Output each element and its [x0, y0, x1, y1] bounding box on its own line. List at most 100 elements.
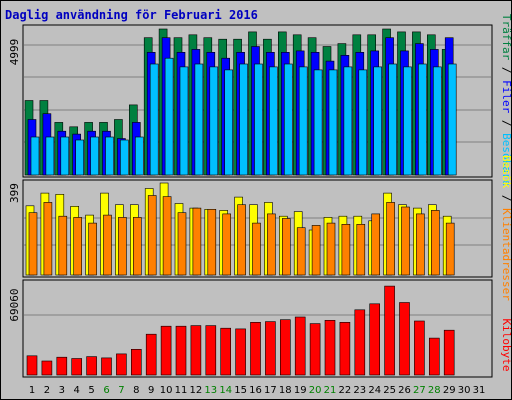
bar-middle-series1-day13	[207, 209, 217, 276]
bar-middle-series1-day4	[73, 217, 82, 276]
day-label-6: 6	[103, 385, 109, 396]
day-label-26: 26	[398, 385, 411, 396]
day-label-22: 22	[339, 385, 352, 396]
bar-top-series2-day29	[447, 63, 457, 176]
bar-top-series2-day28	[432, 66, 442, 176]
bar-top-series2-day17	[269, 66, 278, 176]
bar-top-series2-day14	[224, 69, 233, 176]
bars-top	[24, 28, 491, 176]
legend-middle-sep: /	[500, 188, 512, 208]
bar-middle-series1-day20	[311, 225, 321, 276]
legend-top: Träffar / Filer / Besökare	[500, 14, 512, 186]
day-label-30: 30	[458, 385, 471, 396]
bar-bottom-series0-day18	[279, 319, 291, 376]
bar-middle-series1-day19	[296, 227, 306, 276]
day-label-25: 25	[383, 385, 396, 396]
bar-bottom-series0-day6	[101, 357, 112, 376]
bar-middle-series1-day1	[28, 212, 38, 276]
y-max-label-middle: 399	[8, 183, 21, 203]
bar-middle-series1-day5	[88, 222, 97, 276]
bar-middle-series1-day22	[341, 224, 351, 276]
legend-middle-sites: Klientadresser	[500, 208, 512, 301]
bar-middle-series1-day11	[177, 212, 187, 276]
bar-middle-series1-day3	[58, 215, 68, 276]
bar-bottom-series0-day7	[116, 353, 127, 376]
bar-bottom-series0-day26	[399, 302, 410, 376]
bar-bottom-series0-day5	[86, 356, 97, 376]
bar-middle-series1-day16	[252, 222, 261, 276]
bar-middle-series1-day29	[445, 222, 455, 276]
bar-bottom-series0-day20	[309, 323, 321, 376]
legend-bottom-kbytes: Kilobyte	[500, 319, 512, 372]
bar-middle-series1-day25	[386, 202, 395, 276]
day-label-24: 24	[368, 385, 381, 396]
bar-middle-series1-day21	[326, 222, 336, 276]
day-label-9: 9	[148, 385, 154, 396]
bar-middle-series1-day15	[237, 204, 246, 276]
bar-top-series2-day11	[179, 66, 189, 176]
bar-bottom-series0-day9	[145, 333, 157, 376]
bar-bottom-series0-day19	[294, 316, 306, 376]
bar-top-series2-day9	[149, 63, 159, 176]
bar-bottom-series0-day17	[265, 321, 276, 376]
bar-bottom-series0-day14	[220, 327, 231, 376]
day-label-14: 14	[219, 385, 232, 396]
day-label-19: 19	[294, 385, 307, 396]
bar-bottom-series0-day3	[56, 356, 68, 376]
bar-bottom-series0-day1	[26, 355, 38, 376]
day-label-8: 8	[133, 385, 139, 396]
bar-middle-series1-day6	[103, 214, 112, 276]
bar-top-series2-day26	[403, 66, 412, 176]
day-label-27: 27	[413, 385, 426, 396]
bar-bottom-series0-day29	[443, 329, 455, 376]
bar-top-series2-day10	[164, 57, 174, 176]
bar-top-series2-day5	[90, 136, 99, 176]
day-label-7: 7	[118, 385, 124, 396]
bar-middle-series1-day8	[133, 217, 142, 276]
legend-top-hits: Träffar	[500, 14, 512, 61]
bar-bottom-series0-day11	[175, 325, 187, 376]
legend-top-files: Filer	[500, 80, 512, 113]
bar-top-series2-day24	[373, 66, 383, 176]
bar-top-series2-day21	[328, 69, 338, 176]
day-label-5: 5	[88, 385, 94, 396]
bar-bottom-series0-day28	[428, 337, 440, 376]
bar-middle-series1-day14	[222, 213, 231, 276]
bar-bottom-series0-day15	[235, 328, 246, 376]
bar-middle-series1-day24	[371, 213, 381, 276]
day-label-18: 18	[279, 385, 292, 396]
bar-middle-series1-day28	[430, 210, 440, 276]
day-label-20: 20	[309, 385, 322, 396]
bar-middle-series1-day18	[281, 218, 291, 276]
day-label-3: 3	[59, 385, 65, 396]
day-labels: 1 2 3 4 5 6 7 8 9 10 11 12 13 14 15 16 17 18 19 20 21 22 23 24 2…	[29, 385, 486, 396]
bar-top-series2-day7	[120, 139, 129, 176]
day-label-13: 13	[204, 385, 217, 396]
bar-bottom-series0-day13	[205, 325, 217, 376]
bar-middle-series1-day7	[118, 217, 127, 276]
bar-top-series2-day22	[343, 66, 353, 176]
day-label-21: 21	[324, 385, 337, 396]
bar-middle-series1-day10	[162, 196, 172, 276]
chart-title: Daglig användning för Februari 2016	[5, 8, 258, 22]
bar-bottom-series0-day21	[324, 319, 336, 376]
bars-bottom	[24, 285, 491, 376]
day-label-16: 16	[249, 385, 262, 396]
bar-top-series2-day16	[254, 63, 263, 176]
legend-top-sep1: /	[500, 60, 512, 80]
bar-top-series2-day27	[418, 63, 427, 176]
bar-top-series2-day3	[60, 136, 70, 176]
day-label-29: 29	[443, 385, 456, 396]
day-label-10: 10	[160, 385, 173, 396]
bar-bottom-series0-day27	[414, 320, 425, 376]
bar-bottom-series0-day22	[339, 321, 351, 376]
bar-top-series2-day1	[30, 136, 40, 176]
bar-top-series2-day12	[194, 63, 204, 176]
bar-middle-series1-day12	[192, 207, 202, 276]
bar-top-series2-day4	[75, 139, 84, 176]
day-label-4: 4	[74, 385, 80, 396]
bar-bottom-series0-day24	[369, 303, 381, 376]
bar-middle-series1-day27	[416, 213, 425, 276]
y-max-label-bottom: 69060	[8, 288, 21, 321]
